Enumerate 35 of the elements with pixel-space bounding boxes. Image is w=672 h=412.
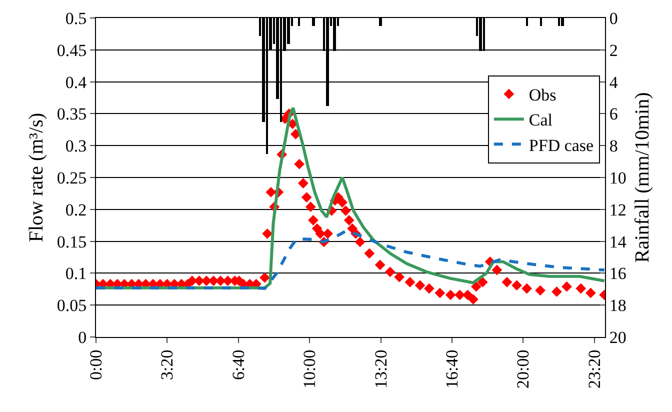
y-tick-label: 0 — [78, 328, 87, 347]
x-tick-label: 20:00 — [514, 350, 533, 389]
x-tick-label: 10:00 — [300, 350, 320, 389]
x-tick-label: 23:20 — [584, 350, 604, 389]
y-tick-label: 0.15 — [56, 232, 87, 252]
legend-label: PFD case — [528, 136, 594, 155]
y-tick-label: 0.25 — [56, 168, 87, 188]
x-tick-label: 3:20 — [158, 350, 177, 380]
y2-tick-label: 12 — [609, 200, 626, 220]
y2-tick-label: 6 — [609, 104, 618, 124]
x-tick-label: 13:20 — [371, 350, 390, 389]
y-tick-label: 0.2 — [65, 200, 87, 220]
y-tick-label: 0.5 — [65, 8, 87, 28]
y-tick-label: 0.3 — [65, 136, 87, 156]
y-tick-label: 0.1 — [65, 264, 87, 284]
x-tick-label: 6:40 — [228, 350, 248, 380]
y-tick-label: 0.45 — [56, 40, 87, 60]
y2-axis-title: Rainfall (mm/10min) — [631, 92, 654, 263]
y2-tick-label: 20 — [609, 328, 626, 347]
y-tick-label: 0.4 — [65, 72, 88, 92]
x-tick-label: 0:00 — [86, 350, 106, 380]
y2-tick-label: 10 — [609, 168, 626, 188]
y-tick-label: 0.35 — [56, 104, 87, 124]
y2-tick-label: 8 — [609, 136, 618, 156]
y-tick-label: 0.05 — [56, 296, 87, 316]
y-axis-title: Flow rate (m³/s) — [25, 112, 48, 242]
y2-tick-label: 2 — [609, 40, 618, 60]
y2-tick-label: 18 — [609, 296, 626, 316]
x-tick-label: 16:40 — [442, 350, 462, 389]
legend-label: Cal — [528, 110, 553, 130]
legend-label: Obs — [528, 86, 556, 105]
y2-tick-label: 4 — [609, 72, 618, 92]
y2-tick-label: 16 — [609, 264, 626, 284]
y2-tick-label: 14 — [609, 232, 627, 252]
y2-tick-label: 0 — [609, 8, 618, 28]
